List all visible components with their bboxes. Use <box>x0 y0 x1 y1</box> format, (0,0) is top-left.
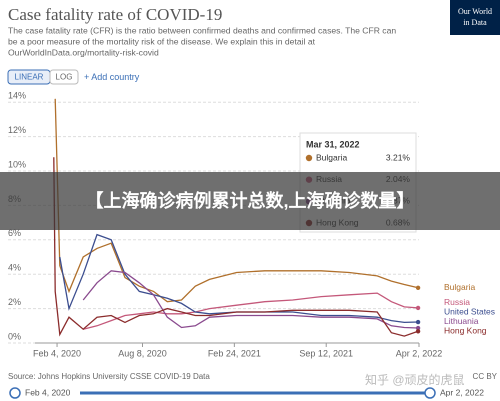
subtitle: OurWorldInData.org/mortality-risk-covid <box>8 47 159 57</box>
license: CC BY <box>473 372 498 381</box>
timeline-label: Feb 4, 2020 <box>25 387 71 397</box>
legend-label: Russia <box>444 297 470 307</box>
x-tick-label: Feb 24, 2021 <box>208 348 261 358</box>
legend-label: Lithuania <box>444 316 479 326</box>
subtitle: The case fatality rate (CFR) is the rati… <box>8 25 396 35</box>
y-tick-label: 6% <box>8 228 21 238</box>
tooltip-name: Bulgaria <box>316 152 347 162</box>
log-button[interactable] <box>49 69 79 85</box>
tooltip-title: Mar 31, 2022 <box>306 139 360 149</box>
legend-label: Hong Kong <box>444 326 487 336</box>
x-tick-label: Aug 8, 2020 <box>118 348 167 358</box>
x-tick-label: Feb 4, 2020 <box>33 348 81 358</box>
y-tick-label: 14% <box>8 91 26 101</box>
tooltip-value: 3.21% <box>386 152 411 162</box>
y-tick-label: 10% <box>8 159 26 169</box>
end-point <box>415 319 421 325</box>
source: Source: Johns Hopkins University CSSE CO… <box>8 372 210 381</box>
logo <box>450 0 500 35</box>
timeline-handle[interactable] <box>9 387 21 399</box>
y-tick-label: 2% <box>8 297 21 307</box>
legend-label: Bulgaria <box>444 282 475 292</box>
series-line <box>59 233 419 324</box>
banner: 【上海确诊病例累计总数,上海确诊数量】 <box>0 172 500 230</box>
x-tick-label: Sep 12, 2021 <box>299 348 353 358</box>
y-tick-label: 12% <box>8 125 26 135</box>
series-line <box>83 292 419 330</box>
tooltip-dot <box>305 154 313 162</box>
legend-label: United States <box>444 307 495 317</box>
logo-text: in Data <box>463 18 487 27</box>
logo-text: Our World <box>458 7 492 16</box>
button-label[interactable]: LOG <box>56 73 73 82</box>
banner-text: 【上海确诊病例累计总数,上海确诊数量】 <box>85 190 415 211</box>
add-country[interactable]: + Add country <box>84 72 140 82</box>
end-point <box>415 305 421 311</box>
timeline-handle[interactable] <box>424 387 436 399</box>
series-line <box>82 270 419 329</box>
x-tick-label: Apr 2, 2022 <box>396 348 443 358</box>
y-tick-label: 0% <box>8 331 21 341</box>
end-point <box>415 329 421 334</box>
subtitle: be a poor measure of the mortality risk … <box>8 36 316 46</box>
end-point <box>415 325 421 331</box>
chart-title: Case fatality rate of COVID-19 <box>8 5 222 24</box>
y-tick-label: 4% <box>8 263 21 273</box>
series-line <box>53 157 419 337</box>
end-point <box>415 285 421 290</box>
watermark: 知乎 @顽皮的虎鼠 <box>365 372 465 387</box>
timeline-label: Apr 2, 2022 <box>440 387 484 397</box>
button-label[interactable]: LINEAR <box>15 73 44 82</box>
